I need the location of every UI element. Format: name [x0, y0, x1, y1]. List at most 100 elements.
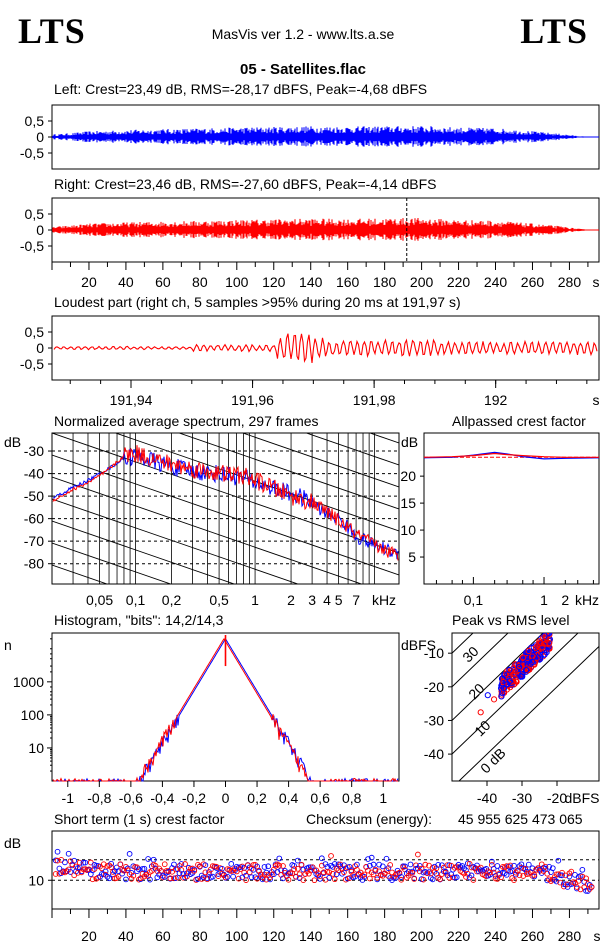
- short-term-point: [296, 871, 303, 878]
- short-term-point: [75, 869, 81, 876]
- short-term-axis-label: 100: [225, 928, 249, 944]
- loudest-part-frame: [51, 315, 600, 381]
- spectrum-slope-line: [52, 564, 109, 584]
- short-term-point: [453, 874, 460, 881]
- spectrum-slope-line: [305, 433, 399, 466]
- spectrum-slope-line: [52, 279, 399, 399]
- left-waveform-ytick-label: 0,5: [25, 113, 45, 129]
- short-term-point: [555, 857, 562, 864]
- short-term-axis-label: 60: [155, 928, 171, 944]
- histogram-xtick-label: -0,6: [119, 790, 143, 806]
- peak-rms-point: [516, 663, 523, 671]
- short-term-point: [413, 865, 419, 872]
- short-term-ylabel: dB: [4, 835, 21, 851]
- crest-ytick-label: 15: [400, 495, 416, 511]
- right-waveform-ytick-label: 0,5: [25, 206, 45, 222]
- crest-series-blue: [423, 451, 600, 460]
- short-term-point: [165, 868, 172, 874]
- crest-series-red: [423, 452, 599, 458]
- short-term-point: [257, 871, 264, 878]
- histogram-xtick-label: -1: [62, 790, 75, 806]
- crest-ytick-label: 10: [400, 522, 416, 538]
- peak-rms-points: [477, 633, 554, 716]
- short-term-point: [463, 874, 469, 880]
- short-term-point: [300, 877, 307, 883]
- short-term-point: [559, 872, 565, 879]
- loudest-part-series: [53, 333, 598, 363]
- short-term-point: [115, 873, 122, 880]
- spectrum-grid-lines: [52, 279, 399, 839]
- short-term-point: [287, 870, 294, 877]
- short-term-point: [361, 871, 368, 878]
- histogram-xtick-label: 0,8: [342, 790, 362, 806]
- short-term-point: [546, 863, 552, 870]
- short-term-point: [317, 876, 323, 882]
- short-term-point: [494, 863, 501, 869]
- spectrum-slope-line: [52, 675, 399, 795]
- peak-rms-diagonal-label: 0 dB: [477, 745, 509, 777]
- short-term-point: [579, 866, 586, 873]
- short-term-point: [511, 862, 517, 869]
- short-term-point: [398, 874, 405, 880]
- histogram-xtick-label: -0,2: [182, 790, 206, 806]
- spectrum-slope-line: [177, 433, 399, 510]
- short-term-point: [322, 861, 329, 867]
- loudest-ytick-label: 0,5: [25, 324, 45, 340]
- short-term-point: [416, 863, 423, 869]
- short-term-point: [108, 860, 114, 867]
- short-term-point: [250, 862, 257, 868]
- peak-rms-diagonal: [452, 633, 474, 654]
- short-term-point: [265, 863, 272, 870]
- short-term-axis-label: 220: [447, 928, 471, 944]
- spectrum-xtick-label: 4: [323, 592, 331, 608]
- short-term-point: [78, 869, 85, 876]
- spectrum-slope-line: [241, 433, 399, 488]
- histogram-xtick-label: 0,4: [279, 790, 299, 806]
- short-term-point: [488, 858, 495, 865]
- short-term-point: [568, 868, 575, 875]
- crest-xtick-label: 2: [561, 592, 569, 608]
- checksum-value: 45 955 625 473 065: [458, 811, 583, 827]
- peak-rms-point: [542, 633, 549, 640]
- logo-left: LTS: [18, 11, 86, 51]
- short-term-point: [158, 867, 164, 874]
- short-term-point: [398, 876, 405, 883]
- crest-xtick-label: 0,1: [464, 592, 484, 608]
- left-waveform-ytick-label: 0: [36, 129, 44, 145]
- time-axis-label: 200: [410, 274, 434, 290]
- short-term-point: [215, 871, 222, 877]
- short-term-axis-label: 160: [336, 928, 360, 944]
- short-term-axis-label: 280: [558, 928, 582, 944]
- short-term-point: [89, 876, 96, 883]
- short-term-point: [178, 861, 185, 867]
- short-term-point: [191, 867, 198, 874]
- spectrum-series-red: [52, 445, 399, 561]
- peak-rms-point: [510, 671, 517, 678]
- short-term-point: [128, 870, 135, 876]
- short-term-point: [230, 873, 236, 880]
- short-term-point: [531, 872, 538, 878]
- short-term-point: [381, 870, 388, 877]
- short-term-point: [198, 876, 205, 882]
- crest-x-unit: kHz: [575, 592, 599, 608]
- short-term-point: [385, 865, 392, 871]
- peak-rms-ytick-label: -20: [424, 679, 444, 695]
- time-axis-label: 100: [225, 274, 249, 290]
- spectrum-x-unit: kHz: [372, 592, 396, 608]
- short-term-point: [516, 872, 523, 879]
- short-term-point: [259, 876, 266, 883]
- spectrum-slope-line: [52, 301, 399, 421]
- right-waveform-ytick-label: -0,5: [20, 238, 44, 254]
- spectrum-slope-line: [52, 719, 399, 839]
- short-term-point: [108, 864, 114, 870]
- short-term-point: [123, 876, 129, 883]
- short-term-point: [145, 856, 151, 862]
- short-term-point: [420, 876, 427, 883]
- time-axis-label: 20: [81, 274, 97, 290]
- spectrum-xtick-label: 2: [287, 592, 295, 608]
- short-term-point: [566, 873, 573, 880]
- peak-rms-point: [484, 692, 491, 699]
- peak-rms-point: [508, 678, 516, 685]
- peak-rms-point: [519, 654, 527, 661]
- short-term-point: [291, 866, 297, 872]
